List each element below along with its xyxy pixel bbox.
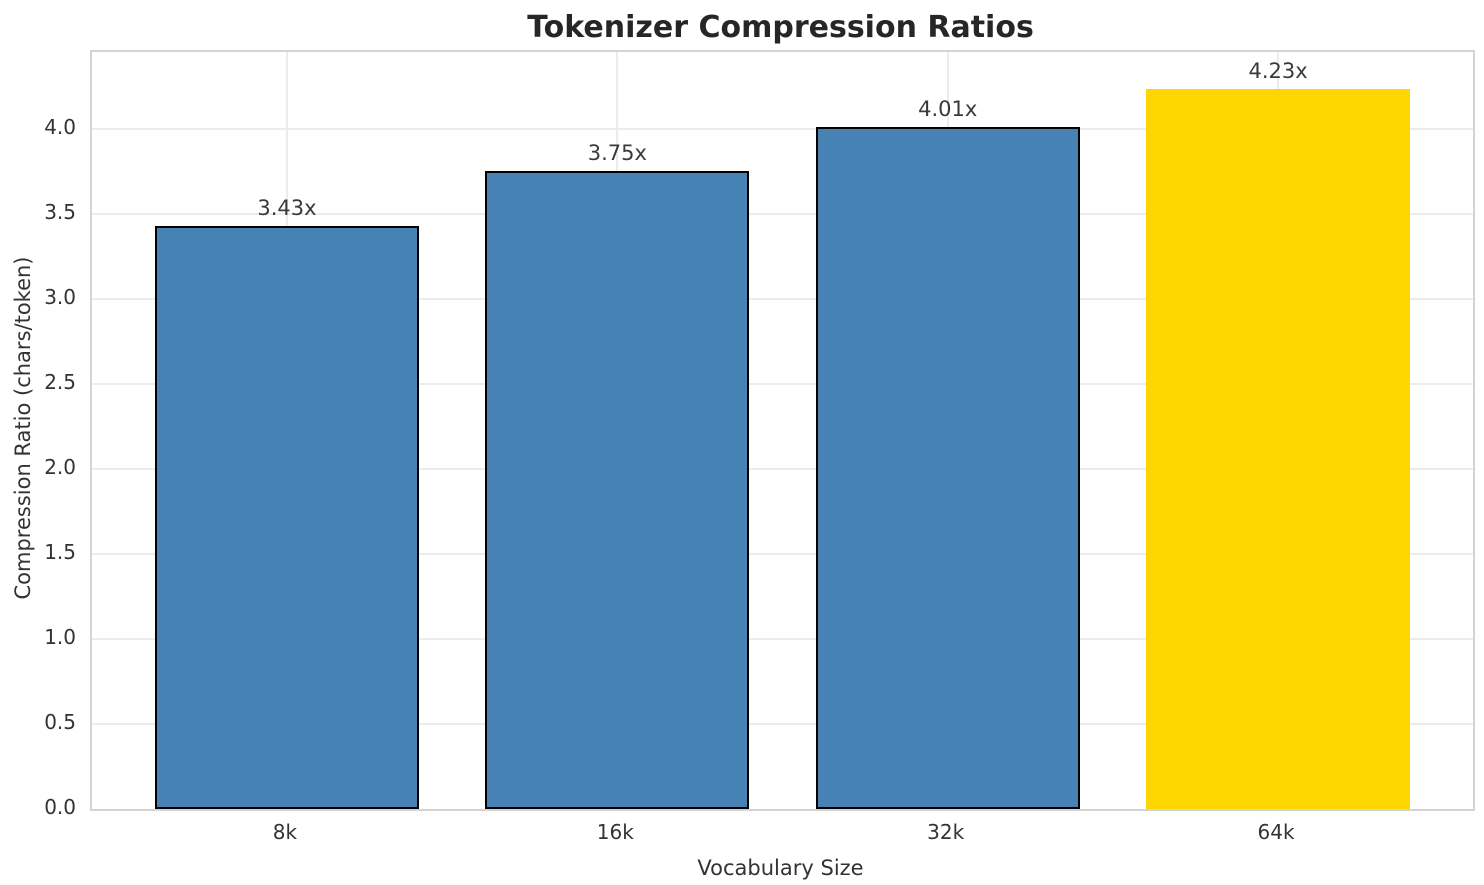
bar (815, 126, 1080, 809)
x-tick-label: 64k (1257, 820, 1295, 844)
x-tick-label: 8k (272, 820, 298, 844)
bar (1145, 89, 1411, 809)
y-tick-label: 0.0 (44, 795, 76, 819)
y-tick-label: 3.5 (44, 199, 76, 224)
y-tick-label: 4.0 (44, 114, 76, 139)
y-tick-label: 1.5 (44, 539, 76, 564)
bar (154, 225, 420, 809)
y-tick-label: 1.0 (44, 624, 76, 649)
h-gridline (92, 297, 1473, 300)
h-gridline (92, 382, 1473, 385)
x-tick-label: 16k (596, 820, 634, 844)
h-gridline (92, 212, 1473, 215)
bar-value-label: 4.23x (1248, 59, 1308, 84)
h-gridline (92, 722, 1473, 725)
bar-value-label: 3.75x (587, 141, 647, 166)
y-tick-label: 2.0 (44, 454, 76, 479)
h-gridline (92, 127, 1473, 130)
bar (485, 171, 750, 809)
y-tick-label: 0.5 (44, 709, 76, 734)
y-tick-label: 2.5 (44, 369, 76, 394)
chart-title: Tokenizer Compression Ratios (527, 10, 1034, 45)
x-tick-label: 32k (927, 820, 965, 844)
x-axis-label: Vocabulary Size (697, 856, 864, 880)
bar-value-label: 4.01x (918, 96, 978, 121)
h-gridline (92, 552, 1473, 555)
h-gridline (92, 467, 1473, 470)
bar-value-label: 3.43x (257, 195, 317, 220)
y-tick-label: 3.0 (44, 284, 76, 309)
plot-area: 3.43x 3.75x 4.01x 4.23x (90, 50, 1475, 811)
h-gridline (92, 637, 1473, 640)
